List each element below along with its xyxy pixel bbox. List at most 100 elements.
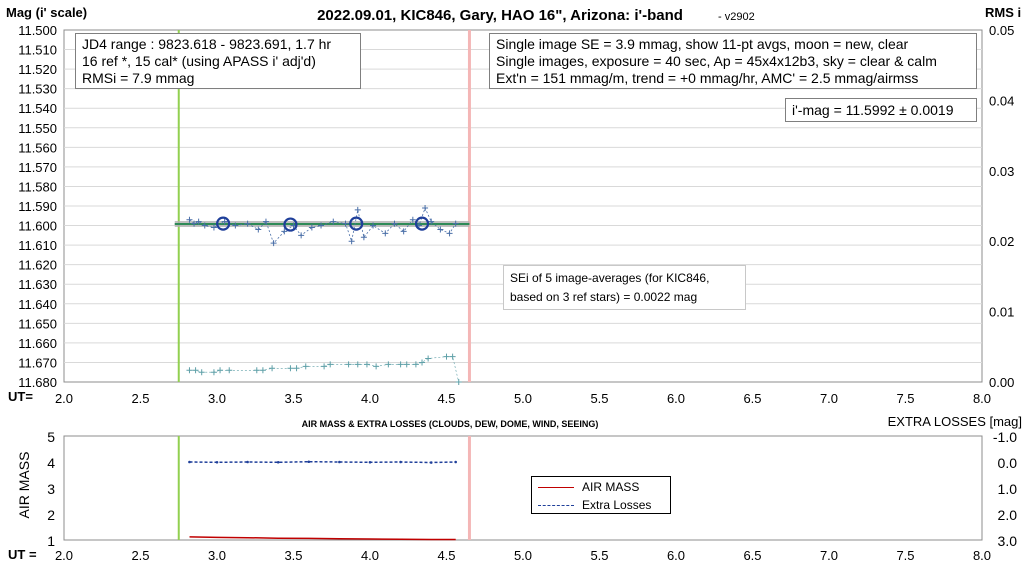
check-trend-line	[189, 356, 459, 383]
check-point	[373, 363, 380, 370]
data-marks	[174, 30, 471, 385]
legend-swatch-airmass	[538, 486, 574, 488]
check-point	[321, 363, 328, 370]
extra-losses-point	[454, 460, 457, 464]
airmass-line	[189, 536, 456, 541]
x-tick-label: 2.5	[131, 391, 149, 406]
target-point	[191, 220, 198, 227]
check-point	[293, 365, 300, 372]
lower-y2-tick-label: 1.0	[998, 481, 1018, 497]
chart-version: - v2902	[718, 11, 755, 23]
lower-y-tick-label: 3	[47, 481, 55, 497]
check-point	[287, 365, 294, 372]
target-point	[452, 220, 459, 227]
lower-y-tick-label: 2	[47, 507, 55, 523]
check-point	[198, 369, 205, 376]
lower-x-tick-label: 3.0	[208, 548, 226, 563]
target-point	[210, 224, 217, 231]
target-point	[409, 216, 416, 223]
target-point	[348, 238, 355, 245]
extra-losses-point	[215, 460, 219, 464]
info-right-line1: Single image SE = 3.9 mmag, show 11-pt a…	[496, 36, 909, 52]
lower-x-axis-label: UT =	[8, 547, 37, 562]
y-tick-label: 11.640	[18, 297, 57, 312]
target-point	[437, 226, 444, 233]
x-tick-label: 4.0	[361, 391, 379, 406]
y-tick-label: 11.680	[18, 375, 57, 390]
target-point	[201, 222, 208, 229]
check-point	[302, 363, 309, 370]
legend-item-losses: Extra Losses	[532, 496, 670, 514]
info-right-line3: Ext'n = 151 mmag/m, trend = +0 mmag/hr, …	[496, 70, 919, 86]
lower-chart-title: AIR MASS & EXTRA LOSSES (CLOUDS, DEW, DO…	[302, 419, 599, 429]
target-point	[360, 234, 367, 241]
y2-tick-label: 0.01	[989, 305, 1014, 320]
target-point	[308, 224, 315, 231]
x-tick-label: 8.0	[973, 391, 991, 406]
x-tick-label: 7.5	[896, 391, 914, 406]
y2-tick-label: 0.00	[989, 375, 1014, 390]
check-point	[192, 367, 199, 374]
target-point	[330, 218, 337, 225]
info-left-line3: RMSi = 7.9 mmag	[82, 70, 195, 86]
lower-x-tick-label: 6.0	[667, 548, 685, 563]
lower-x-tick-label: 3.5	[284, 548, 302, 563]
x-tick-label: 5.0	[514, 391, 532, 406]
lower-legend: AIR MASS Extra Losses	[531, 476, 671, 514]
lower-y-tick-label: 4	[47, 455, 55, 471]
check-point	[354, 361, 361, 368]
y-tick-label: 11.590	[18, 199, 57, 214]
check-point	[186, 367, 193, 374]
y-tick-label: 11.520	[18, 62, 57, 77]
y2-tick-labels: 0.05 0.04 0.03 0.02 0.01 0.00	[989, 23, 1014, 390]
extra-losses-point	[429, 461, 433, 464]
y-tick-label: 11.660	[18, 336, 57, 351]
y-tick-label: 11.570	[18, 160, 57, 175]
lower-x-tick-label: 4.0	[361, 548, 379, 563]
lower-y-tick-labels: 5 4 3 2 1	[47, 429, 55, 549]
target-point	[298, 232, 305, 239]
y2-tick-label: 0.04	[989, 93, 1014, 108]
lower-y2-axis-label: EXTRA LOSSES [mag]	[888, 414, 1022, 429]
target-trend-line	[189, 206, 457, 244]
y-tick-label: 11.650	[18, 316, 57, 331]
y-tick-label: 11.530	[18, 82, 57, 97]
lower-x-tick-label: 4.5	[437, 548, 455, 563]
x-tick-label: 3.0	[208, 391, 226, 406]
y-tick-label: 11.620	[18, 258, 57, 273]
target-point	[281, 228, 288, 235]
lower-x-tick-label: 5.5	[590, 548, 608, 563]
extra-losses-line	[189, 460, 456, 464]
lower-plot-area	[63, 435, 983, 541]
chart-title: 2022.09.01, KIC846, Gary, HAO 16", Arizo…	[317, 7, 683, 24]
target-point	[354, 206, 361, 213]
target-point	[221, 218, 228, 225]
check-point	[269, 365, 276, 372]
y-tick-label: 11.670	[18, 355, 57, 370]
extra-losses-point	[246, 460, 249, 464]
lower-x-tick-label: 6.5	[743, 548, 761, 563]
average-point	[414, 216, 430, 231]
extra-losses-point	[338, 460, 341, 464]
check-point	[253, 367, 260, 374]
y-tick-label: 11.510	[18, 43, 57, 58]
lower-x-tick-label: 7.0	[820, 548, 838, 563]
target-point	[391, 220, 398, 227]
target-point	[370, 222, 377, 229]
target-point	[186, 216, 193, 223]
lower-x-tick-label: 7.5	[896, 548, 914, 563]
target-point	[262, 218, 269, 225]
target-point	[382, 230, 389, 237]
y2-axis-label: RMS i	[985, 5, 1021, 20]
x-tick-label: 4.5	[437, 391, 455, 406]
y-tick-label: 11.610	[18, 238, 57, 253]
mag-result-box: i'-mag = 11.5992 ± 0.0019	[785, 98, 977, 122]
x-tick-label: 5.5	[590, 391, 608, 406]
lower-y-axis-label: AIR MASS	[16, 452, 32, 519]
y-tick-label: 11.550	[18, 121, 57, 136]
average-point	[283, 217, 298, 232]
lower-y-tick-label: 1	[47, 533, 55, 549]
lower-y2-tick-labels: -1.0 0.0 1.0 2.0 3.0	[993, 429, 1017, 549]
target-point	[195, 218, 202, 225]
y-axis-label: Mag (i' scale)	[6, 5, 87, 20]
